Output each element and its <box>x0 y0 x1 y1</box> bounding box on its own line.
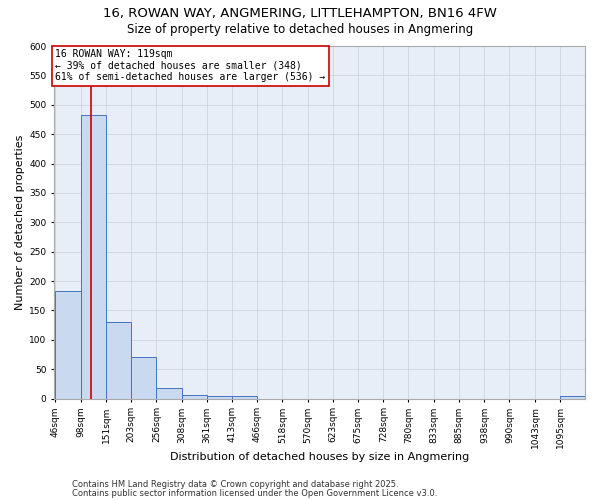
Text: 16, ROWAN WAY, ANGMERING, LITTLEHAMPTON, BN16 4FW: 16, ROWAN WAY, ANGMERING, LITTLEHAMPTON,… <box>103 8 497 20</box>
X-axis label: Distribution of detached houses by size in Angmering: Distribution of detached houses by size … <box>170 452 469 462</box>
Text: 16 ROWAN WAY: 119sqm
← 39% of detached houses are smaller (348)
61% of semi-deta: 16 ROWAN WAY: 119sqm ← 39% of detached h… <box>55 49 325 82</box>
Bar <box>157 388 182 398</box>
Text: Contains public sector information licensed under the Open Government Licence v3: Contains public sector information licen… <box>72 490 437 498</box>
Bar <box>182 395 207 398</box>
Text: Contains HM Land Registry data © Crown copyright and database right 2025.: Contains HM Land Registry data © Crown c… <box>72 480 398 489</box>
Bar <box>560 396 585 398</box>
Bar <box>55 291 80 399</box>
Bar <box>80 115 106 399</box>
Text: Size of property relative to detached houses in Angmering: Size of property relative to detached ho… <box>127 22 473 36</box>
Bar <box>131 358 157 399</box>
Bar <box>232 396 257 398</box>
Bar <box>106 322 131 398</box>
Bar <box>207 396 232 398</box>
Y-axis label: Number of detached properties: Number of detached properties <box>15 134 25 310</box>
